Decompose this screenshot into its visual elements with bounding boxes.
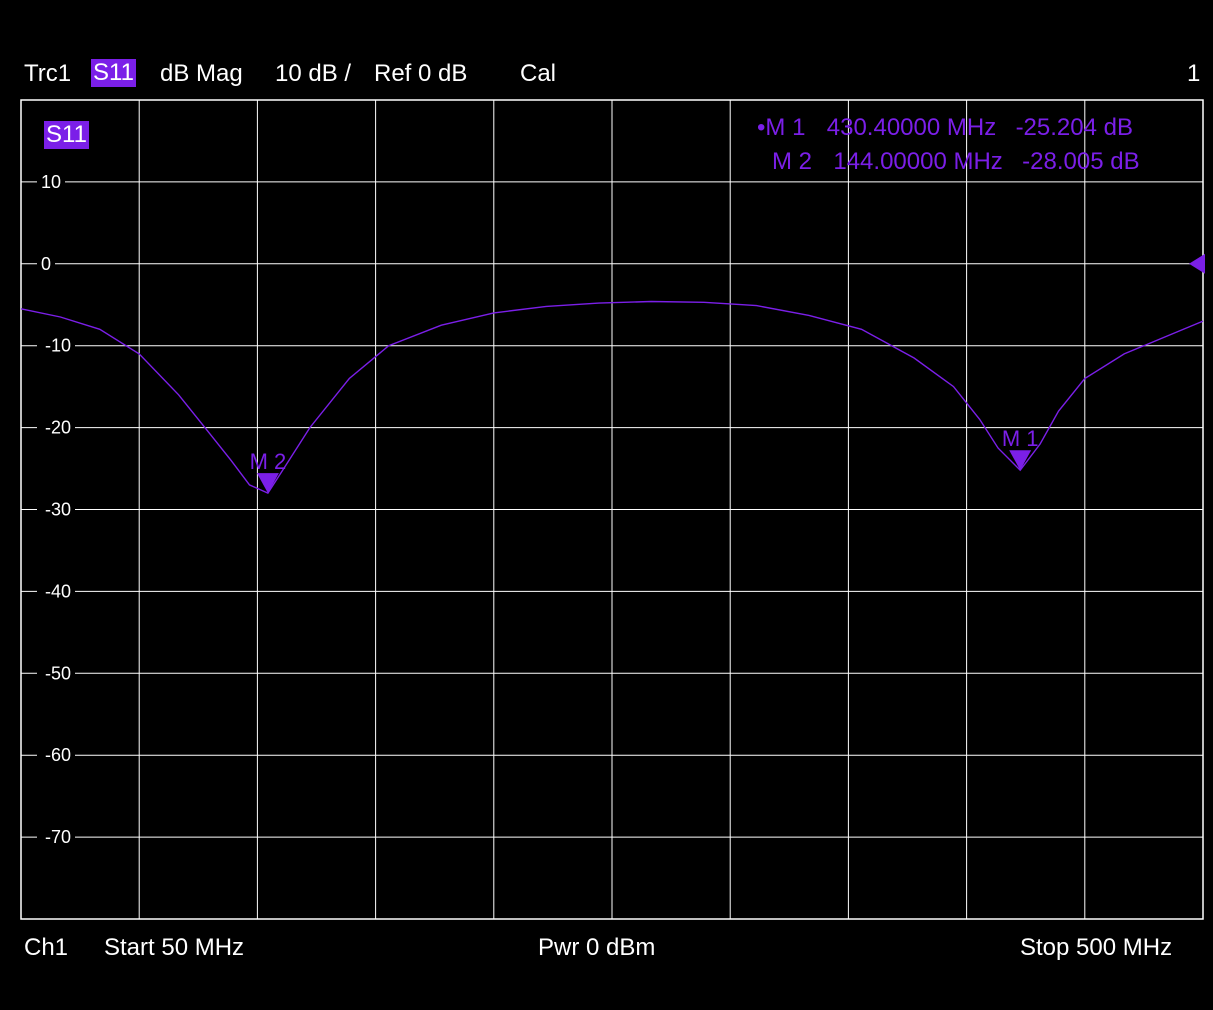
y-tick-label: -70 — [45, 827, 71, 847]
y-tick-label: 0 — [41, 254, 51, 274]
ref-level-arrow[interactable] — [1189, 254, 1205, 274]
marker-readout-m2[interactable]: M 2 144.00000 MHz -28.005 dB — [772, 148, 1140, 176]
y-tick-label: -60 — [45, 745, 71, 765]
marker-layer[interactable]: M 1 M 2 — [250, 426, 1039, 493]
marker-value: -25.204 dB — [1016, 114, 1133, 141]
marker-name: M 1 — [765, 114, 805, 141]
stop-frequency[interactable]: Stop 500 MHz — [1020, 934, 1172, 962]
channel-label[interactable]: Ch1 — [24, 934, 68, 962]
y-tick-label: -10 — [45, 336, 71, 356]
source-power[interactable]: Pwr 0 dBm — [538, 934, 655, 962]
y-tick-label: -30 — [45, 500, 71, 520]
marker-label[interactable]: M 1 — [1002, 426, 1039, 451]
grid — [21, 100, 1203, 919]
marker-label[interactable]: M 2 — [250, 449, 287, 474]
marker-readout-m1[interactable]: •M 1 430.40000 MHz -25.204 dB — [757, 114, 1133, 142]
ref-level-indicator[interactable] — [1189, 254, 1205, 274]
y-tick-label: 10 — [41, 172, 61, 192]
y-tick-labels: 10 0 -10 -20 -30 -40 -50 -60 -70 — [37, 172, 75, 847]
y-tick-label: -20 — [45, 418, 71, 438]
y-tick-label: -40 — [45, 581, 71, 601]
marker-frequency: 144.00000 MHz — [833, 148, 1002, 175]
start-frequency[interactable]: Start 50 MHz — [104, 934, 244, 962]
marker-value: -28.005 dB — [1022, 148, 1139, 175]
marker-frequency: 430.40000 MHz — [827, 114, 996, 141]
trace-label-badge[interactable]: S11 — [44, 121, 89, 149]
marker-name: M 2 — [772, 148, 812, 175]
y-tick-label: -50 — [45, 663, 71, 683]
